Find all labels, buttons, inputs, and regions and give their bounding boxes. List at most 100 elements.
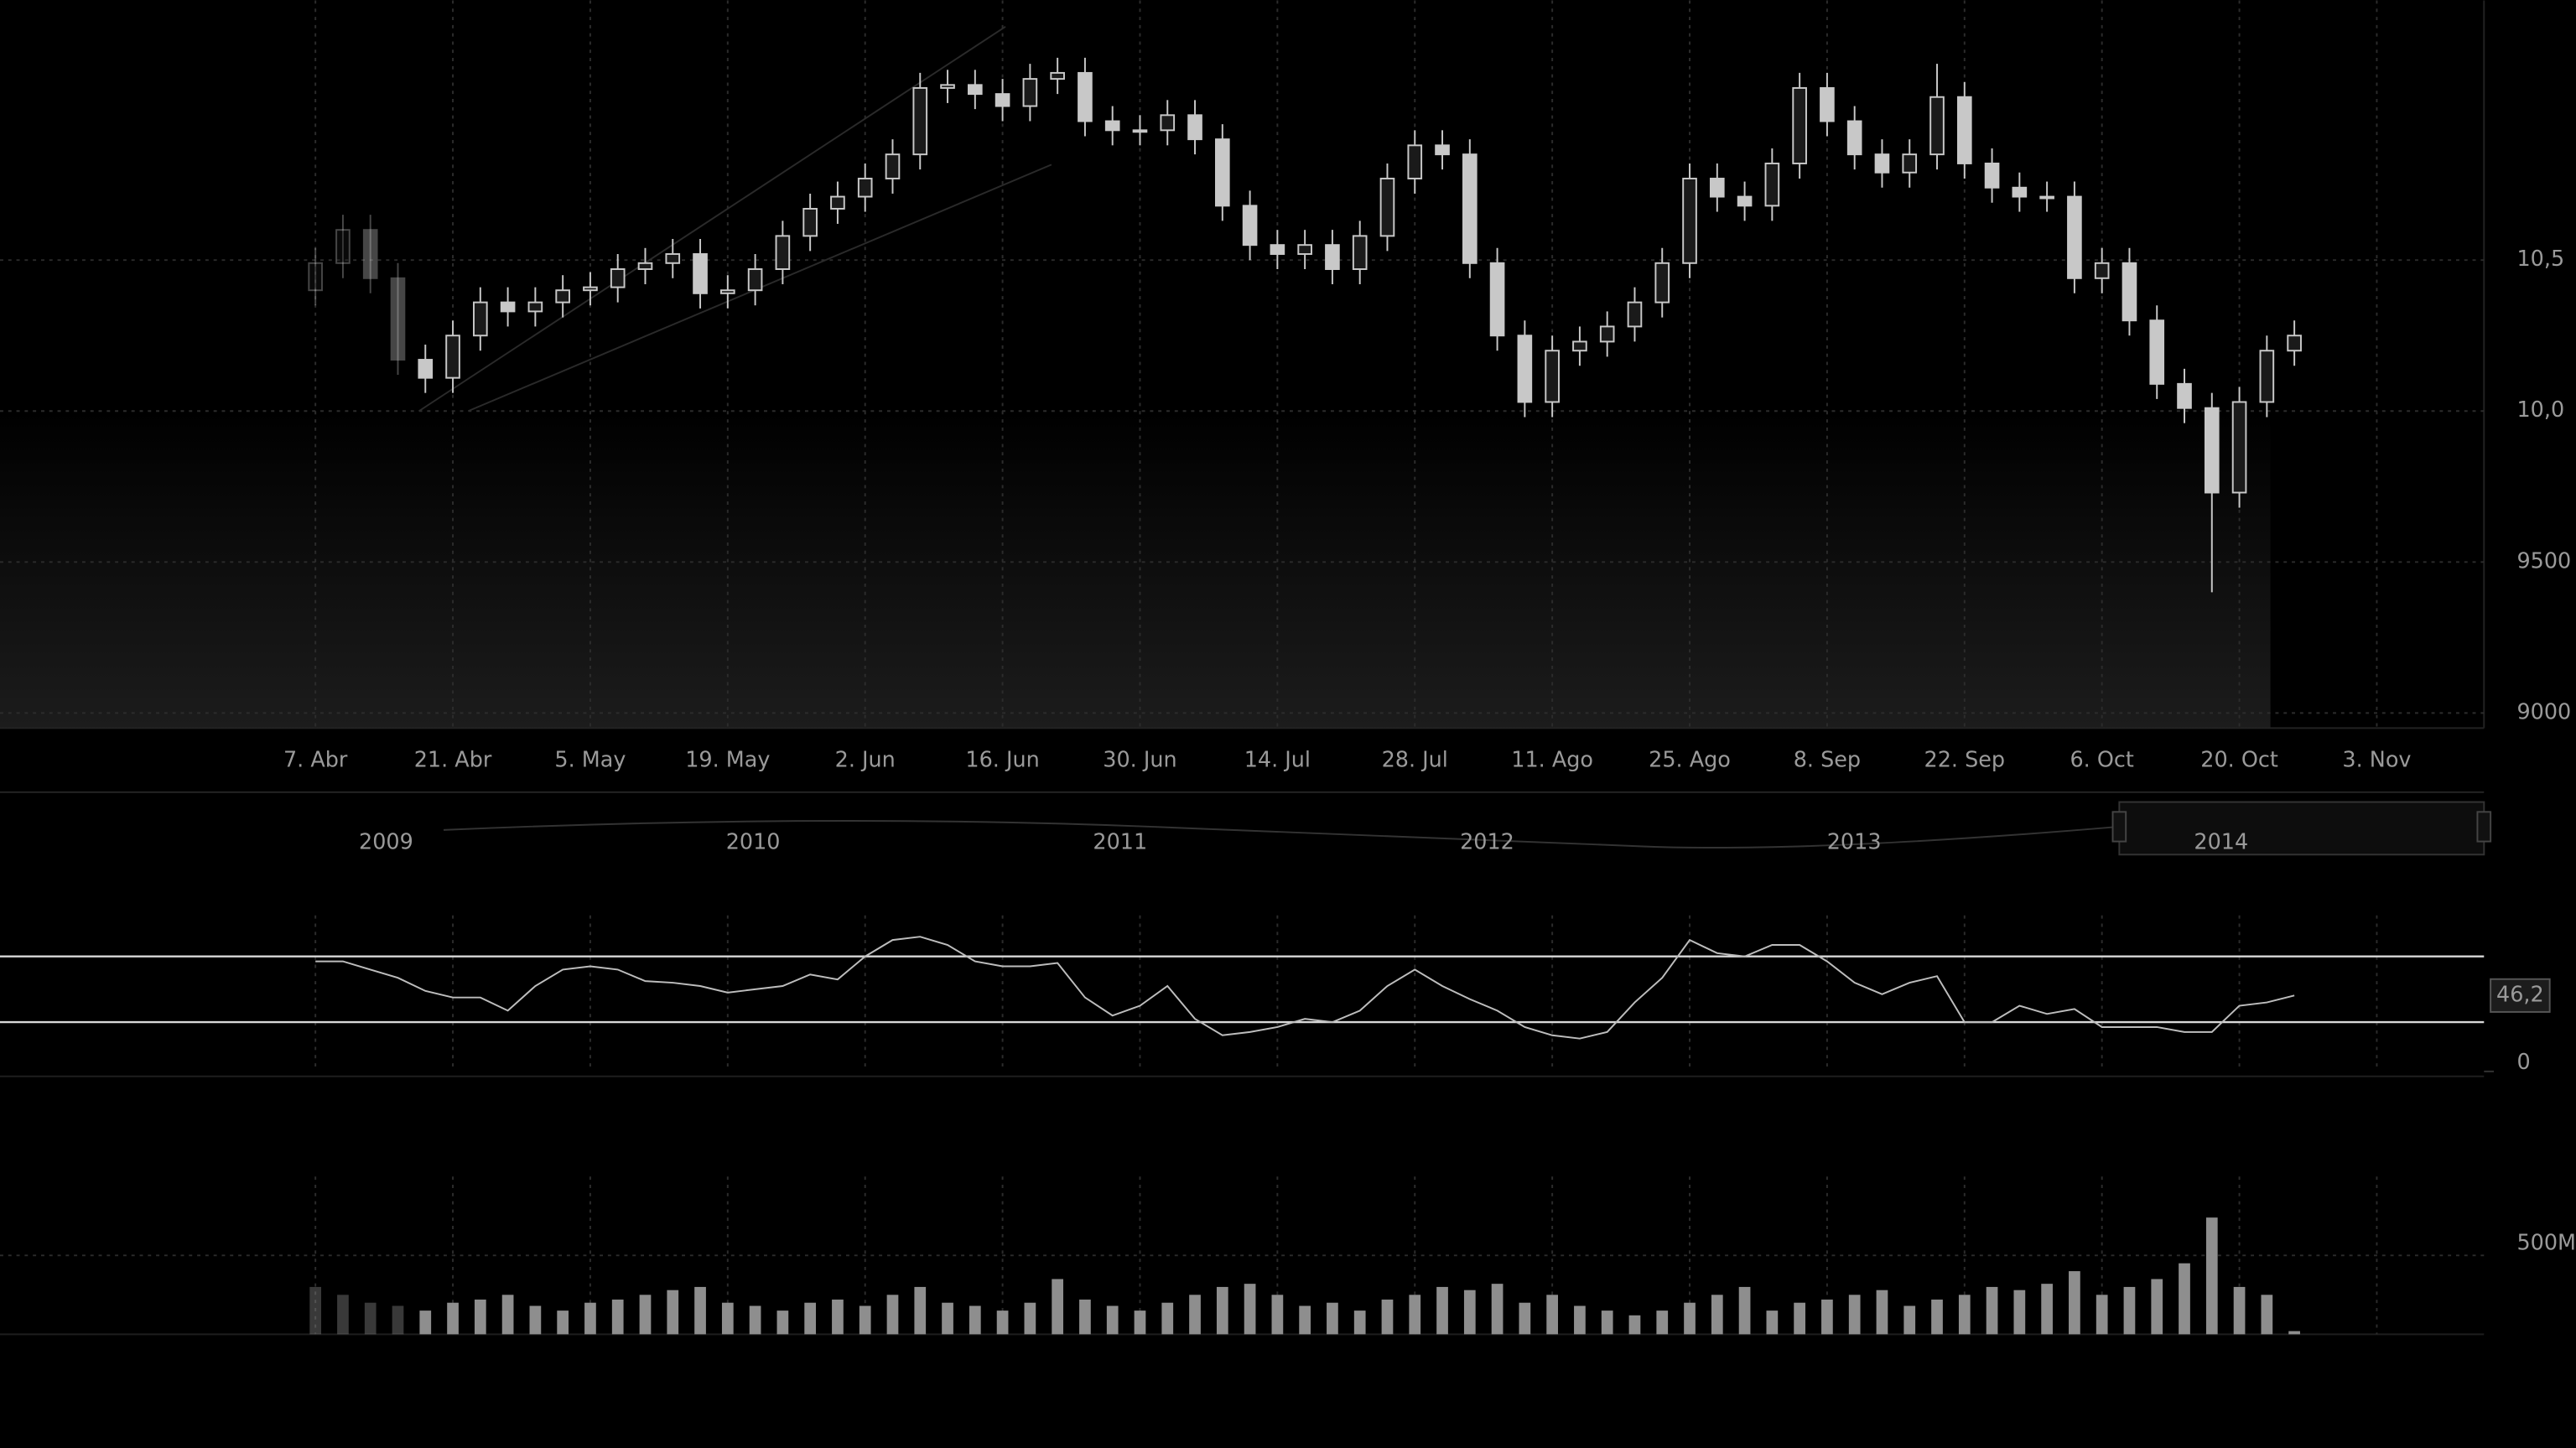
volume-bar	[694, 1286, 706, 1335]
candle-body	[1764, 162, 1780, 207]
candle-body	[1407, 144, 1423, 179]
candle-body	[1956, 96, 1972, 164]
volume-bar	[1409, 1295, 1421, 1335]
x-tick-label: 5. May	[554, 748, 626, 773]
candle-body	[2012, 186, 2028, 198]
volume-bar	[364, 1302, 377, 1335]
volume-bar	[1436, 1286, 1448, 1335]
value-label: 46,2	[2496, 982, 2544, 1007]
value-label-box	[2490, 978, 2551, 1013]
candle-body	[1517, 335, 1533, 403]
candle-body	[2067, 195, 2082, 279]
candle-body	[885, 153, 901, 179]
candle-body	[1902, 153, 1918, 174]
volume-bar	[804, 1302, 817, 1335]
volume-bar	[749, 1305, 761, 1335]
volume-bar	[1134, 1310, 1146, 1335]
y-tick-label: 10,0	[2516, 397, 2564, 423]
y-tick-label: 500M	[2516, 1231, 2576, 1256]
candle-body	[1435, 144, 1450, 156]
x-tick-label: 16. Jun	[965, 748, 1039, 773]
volume-bar	[501, 1295, 514, 1335]
volume-bar	[2069, 1271, 2080, 1335]
volume-bar	[1106, 1305, 1119, 1335]
volume-bar	[1986, 1286, 1998, 1335]
candle-body	[1820, 86, 1835, 122]
x-tick-label: 30. Jun	[1103, 748, 1176, 773]
candle-body	[637, 262, 653, 270]
candle-body	[1489, 262, 1505, 337]
candle-body	[1599, 325, 1615, 343]
candle-body	[1846, 120, 1862, 156]
volume-bar	[1161, 1302, 1174, 1335]
navigator-handle-left[interactable]	[2111, 811, 2127, 843]
volume-bar	[1711, 1295, 1723, 1335]
volume-bar	[2261, 1295, 2273, 1335]
volume-bar	[419, 1310, 432, 1335]
candle-body	[308, 262, 323, 292]
volume-bar	[1958, 1295, 1971, 1335]
candle-body	[995, 93, 1010, 107]
volume-bar	[914, 1286, 927, 1335]
volume-bar	[1546, 1295, 1558, 1335]
volume-bar	[1189, 1295, 1201, 1335]
candle-body	[2287, 335, 2302, 352]
volume-bar	[1794, 1302, 1805, 1335]
candle-body	[2149, 319, 2165, 385]
volume-bar	[2288, 1331, 2300, 1335]
candle-body	[2231, 401, 2247, 494]
volume-bar	[886, 1295, 899, 1335]
candle-body	[2177, 382, 2192, 409]
candle-body	[912, 86, 928, 156]
candle-body	[1627, 301, 1643, 328]
volume-bar	[337, 1295, 349, 1335]
candle-body	[1682, 177, 1697, 264]
candle-body	[1379, 177, 1395, 237]
volume-bar	[1848, 1295, 1861, 1335]
candle-body	[1545, 350, 1560, 403]
candle-body	[390, 277, 406, 361]
x-tick-label: 14. Jul	[1244, 748, 1311, 773]
candle-body	[1792, 86, 1807, 164]
candle-body	[1984, 162, 2000, 189]
candle-body	[1132, 129, 1148, 133]
candle-body	[418, 359, 434, 379]
volume-bar	[639, 1295, 652, 1335]
volume-bar	[2205, 1217, 2218, 1335]
candle-body	[830, 195, 845, 210]
volume-bar	[1684, 1302, 1696, 1335]
candle-body	[1160, 114, 1176, 132]
volume-bar	[1656, 1310, 1669, 1335]
volume-bar	[1628, 1315, 1641, 1335]
volume-bar	[1381, 1299, 1394, 1335]
candle-body	[2039, 195, 2054, 200]
x-tick-label: 11. Ago	[1511, 748, 1593, 773]
volume-bar	[969, 1305, 981, 1335]
navigator-window[interactable]	[2118, 801, 2485, 856]
candle-body	[1297, 244, 1312, 255]
volume-bar	[1024, 1302, 1036, 1335]
y-tick-label: 9500	[2516, 548, 2571, 573]
volume-bar	[1216, 1286, 1228, 1335]
volume-bar	[1574, 1305, 1586, 1335]
x-tick-label: 6. Oct	[2070, 748, 2133, 773]
volume-bar	[667, 1290, 679, 1335]
candle-body	[967, 84, 983, 96]
candle-body	[720, 289, 735, 294]
volume-bar	[2096, 1295, 2108, 1335]
volume-bar	[1738, 1286, 1751, 1335]
volume-bar	[1766, 1310, 1779, 1335]
volume-bar	[584, 1302, 596, 1335]
volume-bar	[557, 1310, 569, 1335]
volume-bar	[1903, 1305, 1916, 1335]
navigator-label: 2013	[1827, 830, 1882, 855]
volume-bar	[1299, 1305, 1311, 1335]
navigator-handle-right[interactable]	[2476, 811, 2492, 843]
candle-body	[1214, 138, 1230, 207]
x-tick-label: 25. Ago	[1649, 748, 1731, 773]
candle-body	[1572, 340, 1587, 352]
volume-bar	[611, 1299, 624, 1335]
candle-body	[1654, 262, 1670, 304]
navigator-label: 2012	[1460, 830, 1514, 855]
